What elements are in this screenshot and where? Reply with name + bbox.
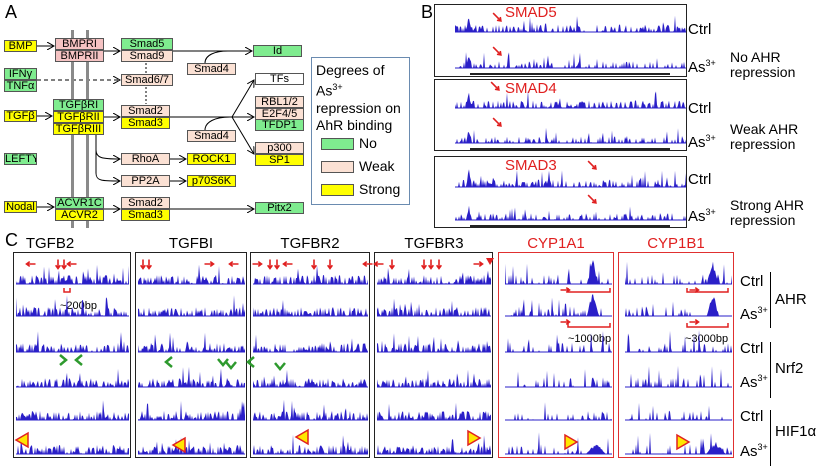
- node-p70s6k: p70S6K: [187, 175, 236, 187]
- legend-title: Degrees of As3+ repression on AhR bindin…: [316, 62, 401, 133]
- gene-title: TGFB2: [25, 235, 75, 252]
- gene-label: SMAD3: [505, 157, 557, 174]
- node-tgfbri: TGFβRI: [53, 99, 104, 111]
- node-lefty: LEFTY: [4, 153, 37, 165]
- browser-smad5: [434, 4, 687, 77]
- node-smad2-nodal: Smad2: [121, 197, 170, 209]
- node-pitx2: Pitx2: [255, 202, 304, 214]
- node-tnfa: TNFα: [4, 80, 37, 92]
- node-smad3: Smad3: [121, 117, 170, 129]
- browser-tgfbi: [135, 252, 247, 458]
- legend-label: Strong: [359, 181, 401, 197]
- browser-tgfbr3: [374, 252, 493, 458]
- node-tfdp1: TFDP1: [255, 119, 304, 131]
- node-tgfbriii: TGFβRIII: [53, 123, 104, 135]
- browser-tgfb2: [13, 252, 131, 458]
- gene-title: TGFBR3: [404, 235, 464, 252]
- browser-tgfbr2: [250, 252, 370, 458]
- gene-title: CYP1B1: [647, 235, 705, 252]
- node-tgfbrii: TGFβRII: [53, 111, 104, 123]
- ctrl-label: Ctrl: [740, 273, 764, 290]
- bracket-line: [770, 272, 771, 328]
- panel-label-a: A: [5, 2, 18, 22]
- browser-cyp1b1: [618, 252, 734, 458]
- node-smad2: Smad2: [121, 105, 170, 117]
- node-pp2a: PP2A: [121, 175, 170, 187]
- gene-label: SMAD5: [505, 4, 557, 21]
- node-bmp: BMP: [4, 40, 37, 52]
- repression-description: Strong AHR repression: [730, 197, 804, 228]
- gene-label: SMAD4: [505, 80, 557, 97]
- arsenic-label: As3+: [688, 58, 716, 76]
- arsenic-label: As3+: [740, 305, 768, 323]
- node-smad9: Smad9: [121, 50, 173, 62]
- node-smad4: Smad4: [187, 130, 236, 142]
- browser-cyp1a1: [498, 252, 614, 458]
- bracket-line: [770, 410, 771, 466]
- panel-label-c: C: [5, 230, 18, 250]
- node-nodal: Nodal: [4, 201, 37, 213]
- node-tgfb: TGFβ: [4, 110, 37, 122]
- node-rbl: RBL1/2: [255, 96, 304, 108]
- legend-label: Weak: [359, 158, 395, 174]
- arsenic-label: As3+: [740, 373, 768, 391]
- repression-description: No AHR repression: [730, 49, 796, 80]
- repression-description: Weak AHR repression: [730, 121, 799, 152]
- scale-label: ~1000bp: [568, 333, 612, 345]
- node-smad4: Smad4: [187, 63, 236, 75]
- gene-title: TGFBI: [168, 235, 214, 252]
- bracket-line: [770, 342, 771, 398]
- factor-label-ahr: AHR: [775, 291, 807, 308]
- node-acvr2: ACVR2: [55, 209, 104, 221]
- node-smad5: Smad5: [121, 38, 173, 50]
- panel-label-b: B: [421, 2, 434, 22]
- factor-label-hif1a: HIF1α: [775, 423, 817, 440]
- ctrl-label: Ctrl: [688, 100, 712, 117]
- arsenic-label: As3+: [740, 442, 768, 460]
- arsenic-label: As3+: [688, 207, 716, 225]
- ctrl-label: Ctrl: [688, 171, 712, 188]
- legend-swatch-no: [321, 138, 354, 150]
- node-id: Id: [253, 45, 302, 57]
- node-bmpri: BMPRI: [55, 38, 104, 50]
- legend-label: No: [359, 135, 377, 151]
- scale-label: ~200bp: [60, 300, 98, 312]
- node-smad3-nodal: Smad3: [121, 209, 170, 221]
- legend: Degrees of As3+ repression on AhR bindin…: [311, 57, 410, 205]
- node-ifng: IFNγ: [4, 68, 37, 80]
- browser-smad3: [434, 156, 687, 228]
- ctrl-label: Ctrl: [688, 21, 712, 38]
- node-sp1: SP1: [255, 154, 304, 166]
- node-p300: p300: [255, 142, 304, 154]
- factor-label-nrf2: Nrf2: [775, 360, 804, 377]
- node-rhoa: RhoA: [121, 153, 170, 165]
- node-tfs: TFs: [255, 73, 304, 85]
- scale-label: ~3000bp: [685, 333, 729, 345]
- legend-swatch-strong: [321, 184, 354, 196]
- gene-title: CYP1A1: [527, 235, 585, 252]
- gene-title: TGFBR2: [280, 235, 340, 252]
- ctrl-label: Ctrl: [740, 408, 764, 425]
- node-bmprii: BMPRII: [55, 50, 104, 62]
- node-smad6-7: Smad6/7: [121, 74, 173, 86]
- node-acvr1c: ACVR1C: [55, 197, 104, 209]
- browser-smad4: [434, 79, 687, 151]
- legend-swatch-weak: [321, 161, 354, 173]
- ctrl-label: Ctrl: [740, 340, 764, 357]
- pathway-connectors: [37, 0, 420, 230]
- arsenic-label: As3+: [688, 133, 716, 151]
- node-rock1: ROCK1: [187, 153, 236, 165]
